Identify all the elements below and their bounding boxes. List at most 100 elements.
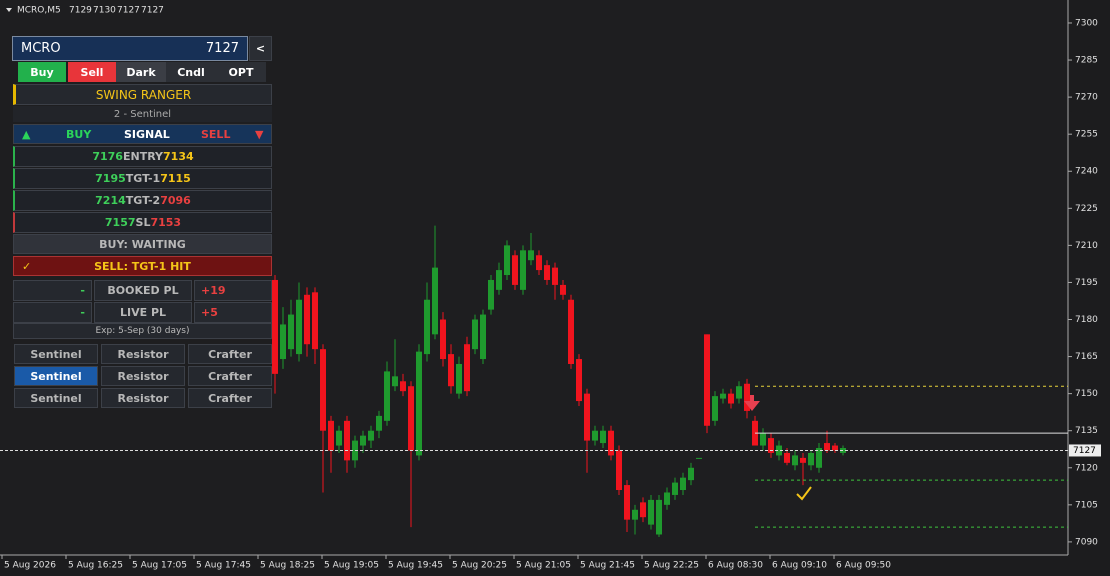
header-ohlc-value: 7127 <box>141 6 164 16</box>
y-tick-label: 7300 <box>1075 18 1098 28</box>
candle-body <box>392 376 398 387</box>
sell-level: 7153 <box>150 216 182 229</box>
y-tick-label: 7120 <box>1075 463 1098 473</box>
candle-body <box>560 284 566 295</box>
candle-body <box>464 344 470 392</box>
strategy-title: SWING RANGER <box>13 84 272 105</box>
buy-header: BUY <box>66 127 92 141</box>
header-ohlc: 7129 7130 7127 7127 <box>69 6 164 16</box>
candle-body <box>320 349 326 431</box>
candle-body <box>424 299 430 355</box>
candle-body <box>584 393 590 441</box>
y-tick-label: 7255 <box>1075 130 1098 140</box>
candle-body <box>680 477 686 491</box>
signal-row: 7195 TGT-1 7115 <box>13 168 272 189</box>
candle-body <box>616 450 622 491</box>
candle-body <box>360 435 366 446</box>
candle-body <box>384 371 390 421</box>
candle-body <box>432 267 438 335</box>
x-tick-label: 5 Aug 19:05 <box>324 561 379 571</box>
buy-status: BUY: WAITING <box>13 234 272 254</box>
y-tick-label: 7150 <box>1075 389 1098 399</box>
candle-body <box>592 430 598 441</box>
candle-body <box>336 430 342 446</box>
candle-button[interactable]: Cndl <box>166 62 216 82</box>
y-tick-label: 7210 <box>1075 241 1098 251</box>
candle-body <box>488 279 494 310</box>
candle-body <box>608 430 614 456</box>
y-tick-label: 7135 <box>1075 426 1098 436</box>
buy-button[interactable]: Buy <box>18 62 66 82</box>
x-tick-label: 5 Aug 21:45 <box>580 561 635 571</box>
symbol-box: MCRO 7127 <box>12 36 248 61</box>
y-tick-label: 7105 <box>1075 500 1098 510</box>
x-tick-label: 5 Aug 19:45 <box>388 561 443 571</box>
signal-row: 7214 TGT-2 7096 <box>13 190 272 211</box>
candle-body <box>728 393 734 404</box>
candle-body <box>288 314 294 350</box>
y-tick-label: 7195 <box>1075 278 1098 288</box>
candle-body <box>720 393 726 399</box>
strategy-button[interactable]: Sentinel <box>14 366 98 386</box>
live-pl: +5 <box>194 302 272 323</box>
sell-button[interactable]: Sell <box>68 62 116 82</box>
strategy-button[interactable]: Crafter <box>188 366 272 386</box>
live-label: LIVE PL <box>94 302 192 323</box>
candle-body <box>800 457 806 463</box>
signal-row: 7176 ENTRY 7134 <box>13 146 272 167</box>
sell-header: SELL <box>201 127 231 141</box>
candle-body <box>504 245 510 276</box>
buy-level: 7157 <box>104 216 136 229</box>
dark-button[interactable]: Dark <box>116 62 166 82</box>
candle-body <box>472 319 478 350</box>
strategy-button[interactable]: Crafter <box>188 344 272 364</box>
sell-level: 7115 <box>160 172 191 185</box>
candle-body <box>736 386 742 399</box>
strategy-button[interactable]: Resistor <box>101 366 185 386</box>
candle-body <box>832 445 838 451</box>
x-tick-label: 5 Aug 22:25 <box>644 561 699 571</box>
menu-arrow[interactable] <box>6 8 12 12</box>
strategy-button[interactable]: Sentinel <box>14 344 98 364</box>
booked-pl: +19 <box>194 280 272 301</box>
y-tick-label: 7180 <box>1075 315 1098 325</box>
back-button[interactable]: < <box>249 36 272 61</box>
header-ohlc-value: 7127 <box>117 6 140 16</box>
panel-price: 7127 <box>205 41 239 56</box>
opt-button[interactable]: OPT <box>216 62 266 82</box>
candle-body <box>600 430 606 444</box>
candle-body <box>536 255 542 271</box>
candle-body <box>760 433 766 446</box>
candle-body <box>480 314 486 360</box>
strategy-button[interactable]: Resistor <box>101 344 185 364</box>
candle-body <box>696 457 702 459</box>
y-tick-label: 7270 <box>1075 93 1098 103</box>
x-tick-label: 6 Aug 09:50 <box>836 561 891 571</box>
buy-level: 7195 <box>95 172 126 185</box>
candle-body <box>456 363 462 394</box>
candle-body <box>672 482 678 495</box>
candle-body <box>712 396 718 421</box>
candle-body <box>304 294 310 345</box>
candle-body <box>576 359 582 402</box>
y-tick-label: 7240 <box>1075 167 1098 177</box>
signal-header-label: SIGNAL <box>124 127 170 141</box>
header-ohlc-value: 7129 <box>69 6 92 16</box>
x-tick-label: 5 Aug 16:25 <box>68 561 123 571</box>
candle-body <box>520 250 526 290</box>
x-tick-label: 5 Aug 18:25 <box>260 561 315 571</box>
sell-level: 7096 <box>160 194 191 207</box>
strategy-button[interactable]: Sentinel <box>14 388 98 408</box>
level-label: ENTRY <box>122 150 164 163</box>
candle-body <box>792 455 798 466</box>
signal-row: 7157 SL 7153 <box>13 212 272 233</box>
candle-body <box>664 492 670 505</box>
check-icon: ✓ <box>22 259 32 273</box>
buy-level: 7176 <box>92 150 123 163</box>
x-tick-label: 5 Aug 17:05 <box>132 561 187 571</box>
level-label: SL <box>135 216 151 229</box>
strategy-button[interactable]: Crafter <box>188 388 272 408</box>
candle-body <box>624 485 630 520</box>
strategy-button[interactable]: Resistor <box>101 388 185 408</box>
